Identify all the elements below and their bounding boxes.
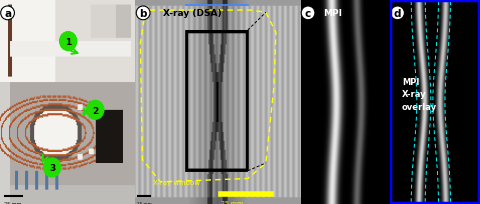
- Text: b: b: [139, 9, 147, 19]
- Text: a: a: [4, 9, 11, 19]
- Text: c: c: [305, 9, 311, 19]
- Circle shape: [87, 101, 104, 120]
- Circle shape: [44, 158, 60, 177]
- Text: 3: 3: [49, 164, 55, 173]
- Text: 1: 1: [65, 38, 72, 47]
- Circle shape: [60, 32, 77, 51]
- Text: X-ray window: X-ray window: [154, 179, 201, 185]
- Text: 25 mm: 25 mm: [137, 201, 152, 204]
- Text: 2: 2: [92, 106, 98, 115]
- Text: MPI: MPI: [323, 9, 342, 18]
- Text: MPI
X-ray
overlay: MPI X-ray overlay: [402, 77, 437, 111]
- Text: 25 mm: 25 mm: [221, 200, 243, 204]
- Text: X-ray (DSA): X-ray (DSA): [164, 9, 222, 18]
- Text: 25 mm: 25 mm: [4, 201, 22, 204]
- Text: d: d: [394, 9, 401, 19]
